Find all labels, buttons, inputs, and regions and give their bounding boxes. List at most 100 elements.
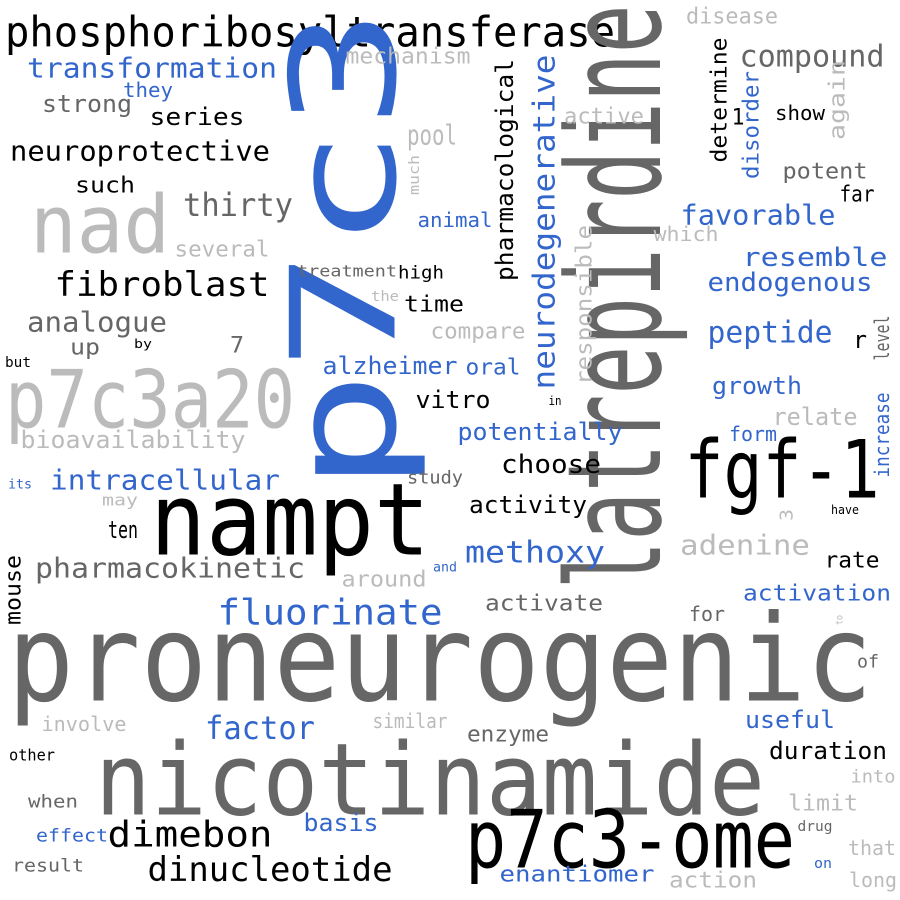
- word: action: [669, 869, 757, 894]
- word: transformation: [27, 52, 277, 85]
- word: basis: [304, 809, 379, 837]
- word: potentially: [458, 418, 623, 446]
- word: 7: [230, 334, 244, 359]
- word: oral: [466, 356, 521, 381]
- word: study: [407, 468, 463, 489]
- word: when: [28, 792, 78, 813]
- word: compare: [431, 320, 526, 345]
- word: on: [814, 856, 832, 872]
- word: level: [870, 316, 894, 361]
- word: factor: [205, 709, 315, 747]
- word: may: [102, 491, 138, 510]
- word: several: [175, 238, 270, 263]
- word: active: [564, 105, 644, 130]
- word: bioavailability: [21, 426, 246, 454]
- word: much: [407, 155, 423, 195]
- word: growth: [712, 372, 802, 400]
- word: series: [150, 103, 245, 131]
- word: 1: [732, 106, 745, 131]
- word: but: [5, 355, 31, 371]
- word: useful: [745, 706, 835, 734]
- word: they: [123, 78, 173, 102]
- word: endogenous: [708, 268, 873, 298]
- word: time: [404, 293, 464, 318]
- word: 3: [777, 509, 798, 521]
- word: result: [12, 856, 84, 877]
- word: favorable: [681, 199, 836, 232]
- word: animal: [418, 208, 493, 232]
- word: and: [433, 561, 457, 576]
- word: to: [835, 615, 846, 625]
- word: long: [849, 868, 897, 892]
- word: which: [654, 222, 719, 246]
- word: phosphoribosyltransferase: [5, 8, 615, 57]
- word: pharmacokinetic: [35, 552, 305, 585]
- word: around: [342, 568, 427, 593]
- word: up: [70, 336, 100, 361]
- word: intracellular: [50, 464, 280, 497]
- word: enzyme: [467, 723, 549, 748]
- word: pool: [407, 119, 457, 152]
- word: fgf-1: [685, 424, 880, 517]
- word: thirty: [183, 186, 293, 224]
- word: enantiomer: [500, 863, 655, 888]
- word: strong: [42, 90, 132, 118]
- word: resemble: [743, 243, 888, 273]
- word: activity: [469, 491, 587, 519]
- word: p7c3a20: [5, 354, 295, 447]
- word: for: [689, 602, 725, 626]
- word: drug: [798, 819, 833, 835]
- word: dinucleotide: [148, 850, 393, 890]
- word: r: [853, 326, 867, 354]
- word: choose: [501, 450, 601, 480]
- word: in: [549, 394, 562, 408]
- word: duration: [769, 737, 887, 765]
- word: limit: [788, 792, 858, 817]
- word: nicotinamide: [95, 722, 765, 839]
- word: p7c3: [261, 8, 430, 493]
- word: alzheimer: [323, 352, 458, 380]
- word: disease: [686, 5, 778, 30]
- word: disorder: [740, 71, 765, 179]
- word: ten: [108, 516, 138, 544]
- word: relate: [773, 403, 858, 431]
- word: nampt: [150, 462, 430, 579]
- word: rate: [825, 549, 880, 574]
- word: fibroblast: [55, 265, 270, 305]
- word: analogue: [27, 306, 167, 339]
- word: high: [398, 263, 444, 284]
- word: treatment: [297, 262, 397, 281]
- word: into: [851, 767, 896, 788]
- word: show: [775, 101, 826, 125]
- word: compound: [740, 40, 885, 75]
- word: its: [8, 478, 32, 493]
- word: that: [848, 836, 896, 860]
- word: form: [729, 422, 777, 446]
- word: methoxy: [465, 536, 605, 571]
- word: by: [134, 337, 152, 351]
- word: latrepirdine: [539, 5, 691, 590]
- word: neuroprotective: [10, 135, 270, 168]
- word: pharmacological: [491, 59, 519, 281]
- word: effect: [36, 826, 108, 847]
- word: neurodegenerative: [528, 55, 563, 390]
- word: dimebon: [108, 815, 273, 856]
- word: determine: [708, 38, 733, 163]
- word: activate: [485, 592, 603, 617]
- word: similar: [373, 709, 448, 733]
- word: increase: [870, 393, 894, 478]
- word: mechanism: [346, 45, 471, 70]
- word: other: [9, 746, 55, 765]
- word: again: [826, 60, 851, 140]
- word: activation: [743, 582, 891, 607]
- word: involve: [42, 712, 127, 736]
- word: vitro: [416, 386, 491, 414]
- word: nad: [30, 179, 170, 272]
- word: potent: [783, 160, 868, 185]
- word: p7c3-ome: [465, 794, 795, 887]
- word: far: [840, 183, 875, 208]
- word: fluorinate: [218, 593, 443, 634]
- word: responsible: [573, 225, 598, 385]
- word: adenine: [680, 529, 810, 562]
